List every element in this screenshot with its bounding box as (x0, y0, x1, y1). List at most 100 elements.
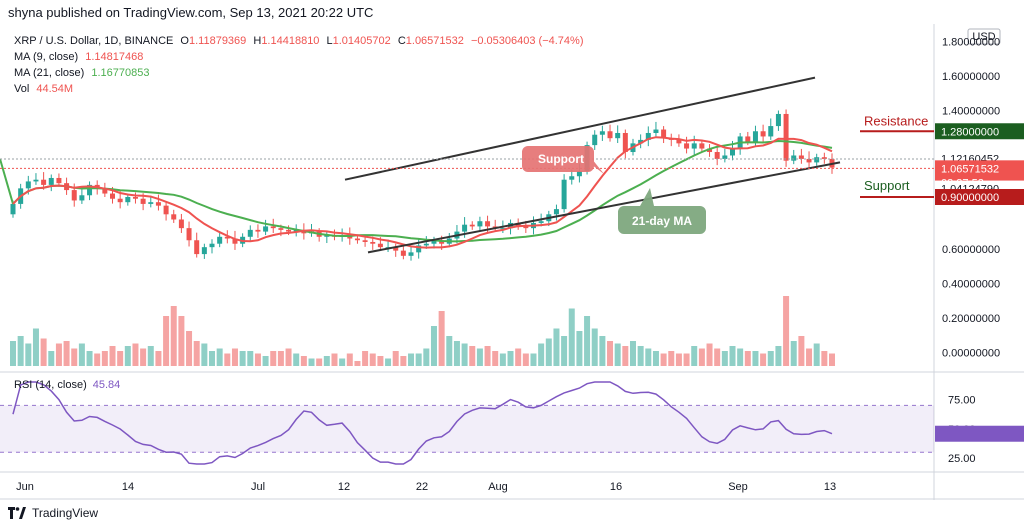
volume-bar (71, 348, 78, 366)
volume-bar (392, 351, 399, 366)
volume-bar (629, 341, 636, 366)
volume-bar (308, 358, 315, 366)
lower-channel-line (367, 161, 841, 254)
volume-bar (124, 346, 131, 366)
price-tick-label: 1.40000000 (942, 106, 1000, 118)
tradingview-logo-icon (8, 507, 26, 519)
ma21-value: 1.16770853 (91, 67, 150, 79)
candle-body (806, 158, 812, 163)
candle-body (798, 155, 804, 159)
candle-body (745, 136, 751, 142)
publisher-header: shyna published on TradingView.com, Sep … (8, 5, 374, 20)
volume-bar (415, 353, 422, 366)
rsi-tick-label: 75.00 (948, 395, 976, 407)
candle-body (569, 176, 575, 180)
candle-body (132, 197, 138, 199)
chart-legend: XRP / U.S. Dollar, 1D, BINANCE O1.118793… (14, 33, 584, 97)
candle-body (278, 228, 284, 230)
candle-body (462, 224, 468, 232)
candle-body (224, 236, 230, 239)
candle-body (729, 148, 735, 156)
volume-bar (331, 353, 338, 366)
footer-brand[interactable]: TradingView (32, 506, 99, 520)
volume-bar (652, 351, 659, 366)
volume-bar (63, 341, 70, 366)
rsi-label: RSI (14, close) (14, 379, 87, 391)
ma9-line (12, 136, 833, 249)
candle-body (324, 235, 330, 237)
candle-body (653, 129, 659, 133)
chart-background (0, 24, 1024, 500)
volume-bar (186, 331, 193, 366)
volume-bar (32, 328, 39, 366)
volume-bar (783, 296, 790, 366)
currency-box (967, 28, 1001, 45)
ma21-line (0, 139, 833, 243)
low-label: L (326, 35, 333, 47)
candle-body (186, 228, 192, 241)
volume-bar (109, 346, 116, 366)
volume-bar (48, 351, 55, 366)
candle-body (768, 126, 774, 137)
volume-bar (423, 348, 430, 366)
footer[interactable]: TradingView (8, 506, 98, 520)
candle-body (469, 224, 475, 227)
resistance-label: Resistance (864, 113, 928, 128)
candle-body (699, 143, 705, 149)
volume-bar (752, 351, 759, 366)
candle-body (714, 152, 720, 159)
ma21-row: MA (21, close) 1.16770853 (14, 65, 584, 81)
volume-bar (101, 351, 108, 366)
volume-bar (362, 351, 369, 366)
volume-bar (607, 341, 614, 366)
volume-bar (668, 351, 675, 366)
rsi-value-tag-bg (935, 425, 1024, 442)
upper-channel-line (344, 76, 816, 181)
candle-body (423, 243, 429, 246)
volume-bar (277, 351, 284, 366)
candle-body (263, 226, 269, 232)
candle-body (201, 247, 207, 255)
candle-body (500, 228, 506, 230)
volume-bar (369, 353, 376, 366)
volume-bar (798, 336, 805, 366)
volume-bar (25, 343, 32, 366)
volume-bar (438, 311, 445, 366)
volume-bar (706, 343, 713, 366)
tag-resistance-bg (935, 123, 1024, 140)
candle-body (752, 131, 758, 142)
volume-bar (584, 316, 591, 366)
volume-bar (476, 348, 483, 366)
volume-bar (790, 341, 797, 366)
volume-bar (254, 353, 261, 366)
volume-bar (247, 351, 254, 366)
volume-bar (530, 353, 537, 366)
volume-bar (507, 351, 514, 366)
volume-bar (775, 346, 782, 366)
volume-bar (522, 353, 529, 366)
candle-body (622, 132, 628, 153)
tag-support-bg (935, 189, 1024, 205)
volume-bar (821, 351, 828, 366)
volume-bar (216, 348, 223, 366)
candle-body (691, 143, 697, 149)
volume-bar (683, 353, 690, 366)
candle-body (163, 205, 169, 215)
candle-body (41, 179, 47, 185)
candle-body (110, 193, 116, 199)
candle-body (286, 229, 292, 232)
chart-frame[interactable]: USD 1.80000000 1.60000000 1.40000000 0.60000… (0, 24, 1024, 500)
candle-body (79, 195, 85, 201)
candle-body (676, 139, 682, 144)
candle-body (638, 139, 644, 144)
candle-body (148, 202, 154, 204)
ma21-label: MA (21, close) (14, 67, 85, 79)
volume-bar (224, 353, 231, 366)
volume-bar (270, 351, 277, 366)
candle-body (599, 131, 605, 135)
candle-body (71, 190, 77, 201)
volume-bar (614, 343, 621, 366)
time-tick-label: 22 (416, 481, 428, 493)
volume-bar (499, 353, 506, 366)
